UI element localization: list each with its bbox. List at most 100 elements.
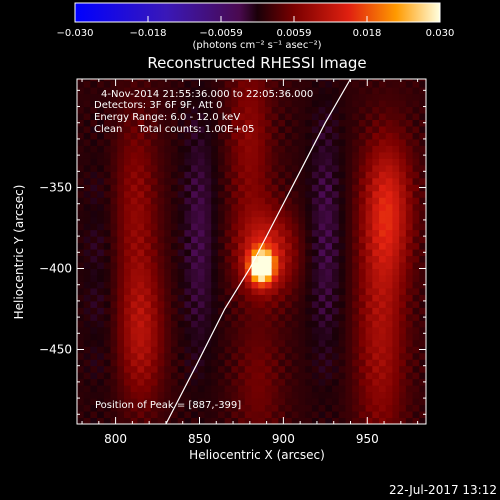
heatmap-cell	[399, 184, 407, 192]
heatmap-cell	[298, 326, 306, 334]
heatmap-cell	[285, 262, 293, 270]
heatmap-cell	[318, 268, 326, 276]
heatmap-cell	[130, 145, 138, 153]
heatmap-cell	[184, 352, 192, 360]
heatmap-cell	[97, 79, 105, 82]
heatmap-cell	[311, 236, 320, 244]
heatmap-cell	[412, 391, 420, 399]
heatmap-cell	[318, 255, 326, 263]
heatmap-cell	[238, 313, 246, 321]
heatmap-cell	[211, 404, 219, 412]
heatmap-cell	[285, 171, 293, 179]
heatmap-cell	[117, 197, 125, 205]
heatmap-cell	[399, 346, 407, 354]
heatmap-cell	[332, 229, 340, 237]
heatmap-cell	[258, 177, 266, 185]
heatmap-cell	[372, 93, 380, 101]
heatmap-cell	[298, 300, 306, 308]
heatmap-cell	[197, 80, 206, 88]
heatmap-cell	[170, 93, 179, 101]
heatmap-cell	[264, 119, 273, 127]
heatmap-cell	[157, 333, 165, 341]
heatmap-cell	[211, 417, 219, 424]
heatmap-cell	[278, 352, 286, 360]
heatmap-cell	[117, 339, 125, 347]
heatmap-cell	[123, 372, 132, 380]
heatmap-cell	[211, 281, 219, 289]
heatmap-cell	[358, 255, 367, 263]
heatmap-cell	[110, 223, 118, 231]
heatmap-cell	[90, 190, 98, 198]
heatmap-cell	[264, 287, 273, 295]
heatmap-cell	[191, 313, 199, 321]
heatmap-cell	[231, 229, 239, 237]
heatmap-cell	[345, 346, 353, 354]
heatmap-cell	[412, 411, 420, 419]
heatmap-cell	[325, 190, 333, 198]
heatmap-cell	[412, 80, 420, 88]
heatmap-cell	[412, 93, 420, 101]
heatmap-cell	[204, 125, 212, 133]
heatmap-cell	[258, 300, 266, 308]
heatmap-cell	[258, 404, 266, 412]
heatmap-cell	[231, 79, 239, 82]
heatmap-cell	[238, 391, 246, 399]
heatmap-cell	[231, 320, 239, 328]
heatmap-cell	[217, 119, 226, 127]
heatmap-cell	[318, 236, 326, 244]
heatmap-cell	[144, 320, 152, 328]
heatmap-cell	[224, 378, 232, 386]
heatmap-cell	[137, 158, 145, 166]
heatmap-cell	[244, 411, 252, 419]
heatmap-cell	[244, 138, 252, 146]
heatmap-cell	[231, 93, 239, 101]
heatmap-cell	[123, 262, 132, 270]
heatmap-cell	[97, 164, 105, 172]
heatmap-cell	[399, 197, 407, 205]
heatmap-cell	[97, 197, 105, 205]
heatmap-cell	[264, 138, 273, 146]
heatmap-cell	[385, 119, 393, 127]
heatmap-cell	[238, 236, 246, 244]
heatmap-cell	[251, 365, 259, 373]
heatmap-cell	[197, 372, 206, 380]
heatmap-cell	[184, 145, 192, 153]
heatmap-cell	[285, 398, 293, 406]
heatmap-cell	[217, 262, 226, 270]
heatmap-cell	[130, 151, 138, 159]
heatmap-cell	[271, 229, 279, 237]
heatmap-cell	[170, 119, 179, 127]
heatmap-cell	[392, 190, 400, 198]
heatmap-cell	[191, 404, 199, 412]
heatmap-cell	[137, 411, 145, 419]
heatmap-cell	[264, 151, 273, 159]
heatmap-cell	[298, 158, 306, 166]
heatmap-cell	[224, 242, 232, 250]
heatmap-cell	[211, 333, 219, 341]
heatmap-cell	[405, 145, 414, 153]
heatmap-cell	[150, 171, 159, 179]
heatmap-cell	[224, 125, 232, 133]
heatmap-cell	[191, 339, 199, 347]
heatmap-cell	[345, 398, 353, 406]
chart-title: Reconstructed RHESSI Image	[147, 54, 366, 72]
heatmap-cell	[358, 339, 367, 347]
heatmap-cell	[251, 119, 259, 127]
heatmap-cell	[103, 255, 112, 263]
heatmap-cell	[298, 417, 306, 424]
heatmap-cell	[123, 216, 132, 224]
heatmap-cell	[345, 417, 353, 424]
heatmap-cell	[338, 210, 346, 218]
heatmap-cell	[224, 287, 232, 295]
heatmap-cell	[90, 365, 98, 373]
heatmap-cell	[358, 158, 367, 166]
heatmap-cell	[332, 119, 340, 127]
heatmap-cell	[164, 411, 172, 419]
heatmap-cell	[352, 352, 360, 360]
heatmap-cell	[318, 184, 326, 192]
heatmap-cell	[271, 249, 279, 257]
heatmap-cell	[211, 106, 219, 114]
heatmap-cell	[291, 262, 299, 270]
heatmap-cell	[332, 93, 340, 101]
heatmap-cell	[338, 158, 346, 166]
